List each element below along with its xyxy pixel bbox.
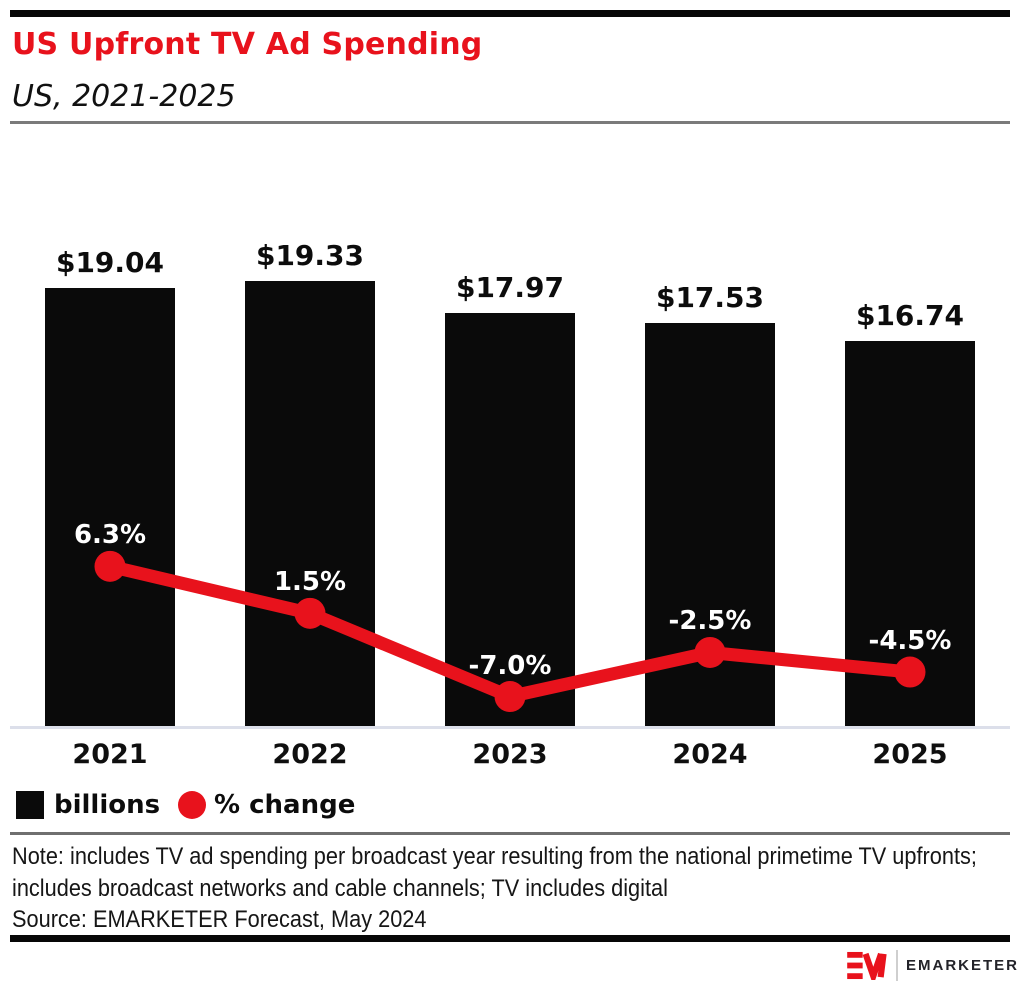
line-marker-2021 xyxy=(94,550,126,582)
note-text: Note: includes TV ad spending per broadc… xyxy=(12,843,977,902)
emarketer-wordmark: EMARKETER xyxy=(906,957,1020,974)
bar-2022 xyxy=(245,281,375,728)
header-divider xyxy=(10,121,1010,124)
x-tick-2021: 2021 xyxy=(72,739,148,770)
bar-2021 xyxy=(45,288,175,728)
x-axis-line xyxy=(10,726,1010,729)
bar-series-swatch-icon xyxy=(16,791,44,819)
x-tick-2025: 2025 xyxy=(872,739,948,770)
pct-label-2025: -4.5% xyxy=(868,626,952,657)
line-marker-2025 xyxy=(894,656,926,688)
bar-value-2021: $19.04 xyxy=(55,246,165,280)
emarketer-logo: EMARKETER xyxy=(0,946,1020,984)
chart-title: US Upfront TV Ad Spending xyxy=(12,27,483,62)
bar-value-2023: $17.97 xyxy=(455,270,565,304)
line-marker-2023 xyxy=(494,681,526,713)
chart-subtitle: US, 2021-2025 xyxy=(12,79,236,114)
pct-label-2022: 1.5% xyxy=(273,567,347,598)
bar-2023 xyxy=(445,312,575,728)
x-tick-2023: 2023 xyxy=(472,739,548,770)
footer-rule xyxy=(10,935,1010,942)
em-monogram-icon xyxy=(847,951,887,980)
bar-series-legend-label: billions xyxy=(54,790,161,820)
source-text: Source: EMARKETER Forecast, May 2024 xyxy=(12,906,427,933)
pct-label-2023: -7.0% xyxy=(468,650,552,681)
pct-label-2021: 6.3% xyxy=(73,520,147,551)
bar-value-2024: $17.53 xyxy=(655,281,765,315)
line-marker-2022 xyxy=(294,597,326,629)
pct-change-line xyxy=(94,550,926,713)
line-series-legend-label: % change xyxy=(214,790,356,820)
x-tick-2024: 2024 xyxy=(672,739,748,770)
line-series-swatch-icon xyxy=(178,791,206,819)
bar-value-2022: $19.33 xyxy=(255,239,365,273)
legend: billions % change xyxy=(0,788,1020,824)
top-rule xyxy=(10,10,1010,17)
pct-label-2024: -2.5% xyxy=(668,606,752,637)
logo-divider xyxy=(896,950,898,981)
plot-area: $19.04 6.3% 2021 $19.33 1.5% 2022 $17.97 -7.0% 2… xyxy=(10,130,1010,770)
x-tick-2022: 2022 xyxy=(272,739,348,770)
line-marker-2024 xyxy=(694,636,726,668)
note-divider xyxy=(10,832,1010,835)
bar-value-2025: $16.74 xyxy=(855,299,965,333)
